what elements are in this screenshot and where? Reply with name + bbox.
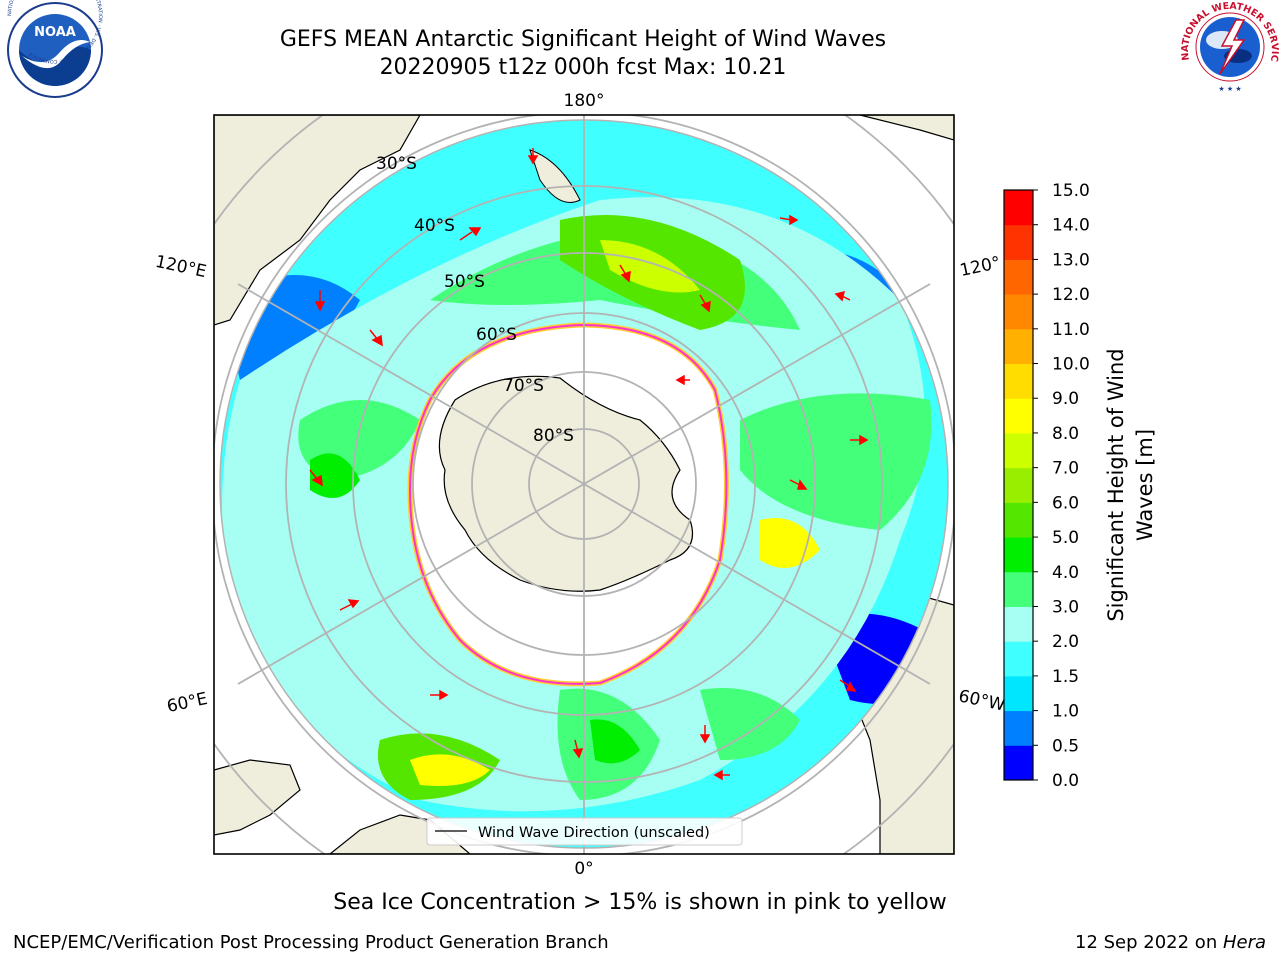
colorbar-tick-label: 14.0 [1052,216,1090,236]
colorbar-tick-label: 0.0 [1052,771,1079,791]
colorbar-swatch [1004,571,1033,607]
colorbar-swatch [1004,467,1033,503]
colorbar-tick-label: 13.0 [1052,250,1090,270]
lon-label-120e: 120°E [153,252,208,282]
wind-arrow [309,469,323,487]
footer-date-text: 12 Sep 2022 on [1075,932,1223,953]
wind-arrow [713,769,730,781]
map-area: 30°S 40°S 50°S 60°S 70°S 80°S Wind Wave … [214,115,954,854]
wind-arrow [314,290,326,312]
wind-arrow [850,434,869,446]
colorbar-label-line2: Waves [m] [1133,429,1157,541]
colorbar-tick-label: 10.0 [1052,355,1090,375]
legend-label: Wind Wave Direction (unscaled) [478,825,710,841]
colorbar-swatch [1004,745,1033,781]
noaa-logo: NOAA NATIONAL OCEANIC AND ATMOSPHERIC AD… [7,0,103,98]
lat-label-40s: 40°S [414,216,455,236]
wind-arrow [779,214,799,226]
colorbar-swatch [1004,224,1033,260]
colorbar-swatch [1004,502,1033,538]
lon-label-180: 180° [564,91,605,111]
colorbar-swatch [1004,363,1033,399]
lat-label-30s: 30°S [376,154,417,174]
lat-label-70s: 70°S [503,376,544,396]
lat-label-80s: 80°S [533,426,574,446]
colorbar-tick-label: 5.0 [1052,528,1079,548]
nws-stars: ★ ★ ★ [1218,85,1241,93]
wind-arrow [430,689,449,701]
colorbar-swatch [1004,259,1033,295]
colorbar-tick-label: 2.0 [1052,632,1079,652]
colorbar-tick-label: 12.0 [1052,285,1090,305]
wind-arrow [459,227,482,241]
wind-arrow [675,374,690,386]
lon-label-60e: 60°E [165,689,209,717]
colorbar-swatch [1004,190,1033,226]
wind-arrow [699,294,711,313]
graticule [214,115,954,854]
colorbar-swatch [1004,537,1033,573]
footer-date: 12 Sep 2022 on Hera [1075,932,1266,953]
colorbar-tick-label: 1.5 [1052,667,1079,687]
colorbar-tick-label: 9.0 [1052,389,1079,409]
wind-arrow [619,264,631,283]
wind-arrow [789,479,808,490]
wind-arrow [527,148,539,165]
noaa-logo-text: NOAA [34,25,76,40]
nws-ring-text: NATIONAL WEATHER SERVICE [0,0,1280,63]
colorbar-swatch [1004,675,1033,712]
lon-label-60w: 60°W [957,686,1007,715]
colorbar-swatch [1004,710,1033,746]
sea-ice-note: Sea Ice Concentration > 15% is shown in … [333,890,947,915]
colorbar-tick-label: 0.5 [1052,736,1079,756]
footer-machine: Hera [1222,932,1266,953]
colorbar-swatch [1004,328,1033,365]
colorbar-swatch [1004,432,1033,469]
colorbar-tick-label: 4.0 [1052,563,1079,583]
wind-arrow [699,725,711,744]
lon-label-0: 0° [574,859,593,879]
antarctica-landmass [438,375,694,592]
colorbar-tick-label: 7.0 [1052,459,1079,479]
colorbar-tick-label: 8.0 [1052,424,1079,444]
colorbar: 0.0 0.5 1.0 1.5 2.0 3.0 4.0 5.0 6.0 7.0 8.0 9.0 10.0… [1003,181,1090,791]
lon-label-120w: 120° [958,253,1002,281]
colorbar-swatch [1004,398,1033,434]
lat-label-50s: 50°S [444,272,485,292]
footer-branch: NCEP/EMC/Verification Post Processing Pr… [13,932,609,953]
lat-label-60s: 60°S [476,325,517,345]
colorbar-tick-label: 11.0 [1052,320,1090,340]
wind-arrow [834,290,851,302]
wind-arrow [369,329,383,347]
colorbar-tick-label: 3.0 [1052,597,1079,617]
chart-title: GEFS MEAN Antarctic Significant Height o… [279,27,887,52]
colorbar-tick-label: 6.0 [1052,493,1079,513]
colorbar-label-line1: Significant Height of Wind [1104,348,1128,621]
wind-arrows [309,148,869,781]
map-frame [213,114,955,855]
colorbar-swatch [1004,294,1033,330]
wind-arrow [839,679,857,692]
chart-subtitle: 20220905 t12z 000h fcst Max: 10.21 [379,55,787,80]
colorbar-swatch [1004,606,1033,642]
colorbar-tick-label: 1.0 [1052,702,1079,722]
nws-logo: NATIONAL WEATHER SERVICE ★ ★ ★ [0,0,1280,95]
map-legend: Wind Wave Direction (unscaled) [426,817,743,846]
colorbar-swatch [1004,641,1033,677]
wind-arrow [339,599,360,611]
colorbar-tick-label: 15.0 [1052,181,1090,201]
wind-arrow [572,739,584,759]
colorbar-border [1003,189,1034,781]
